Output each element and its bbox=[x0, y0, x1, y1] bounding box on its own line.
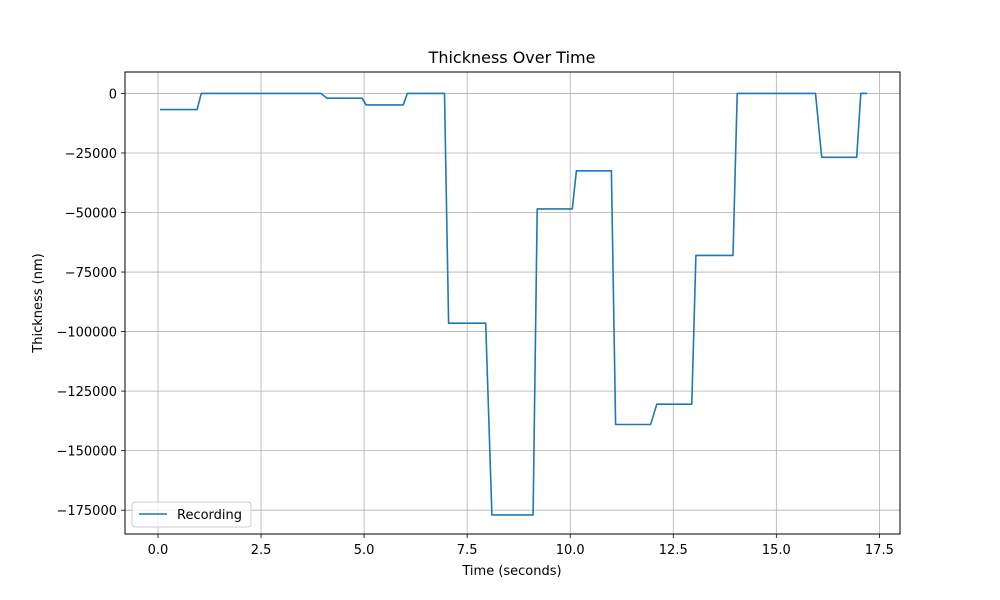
y-tick-label: −100000 bbox=[56, 326, 117, 341]
x-axis-ticks: 0.0 2.5 5.0 7.5 10.0 12.5 15.0 17.5 bbox=[148, 534, 894, 558]
x-axis-label: Time (seconds) bbox=[461, 564, 561, 579]
legend-box bbox=[131, 501, 252, 528]
series-layer bbox=[160, 92, 867, 516]
y-tick-label: −75000 bbox=[65, 266, 117, 281]
x-tick-label: 5.0 bbox=[354, 543, 375, 558]
legend-label-recording: Recording bbox=[177, 508, 242, 523]
y-axis-ticks: 0 −25000 −50000 −75000 −100000 −125000 −150000… bbox=[56, 87, 125, 519]
x-tick-label: 0.0 bbox=[148, 543, 169, 558]
y-tick-label: 0 bbox=[109, 87, 117, 102]
series-line-recording bbox=[160, 92, 867, 516]
legend: Recording bbox=[131, 501, 252, 528]
x-tick-label: 7.5 bbox=[457, 543, 478, 558]
y-tick-label: −125000 bbox=[56, 385, 117, 400]
y-axis-label: Thickness (nm) bbox=[31, 253, 46, 353]
y-tick-label: −25000 bbox=[65, 147, 117, 162]
y-tick-label: −175000 bbox=[56, 504, 117, 519]
y-tick-label: −50000 bbox=[65, 207, 117, 222]
y-tick-label: −150000 bbox=[56, 445, 117, 460]
x-tick-label: 15.0 bbox=[762, 543, 791, 558]
x-tick-label: 12.5 bbox=[659, 543, 688, 558]
x-tick-label: 17.5 bbox=[865, 543, 894, 558]
x-tick-label: 2.5 bbox=[251, 543, 272, 558]
chart-title: Thickness Over Time bbox=[428, 48, 596, 67]
x-tick-label: 10.0 bbox=[556, 543, 585, 558]
plot-frame bbox=[124, 71, 901, 535]
